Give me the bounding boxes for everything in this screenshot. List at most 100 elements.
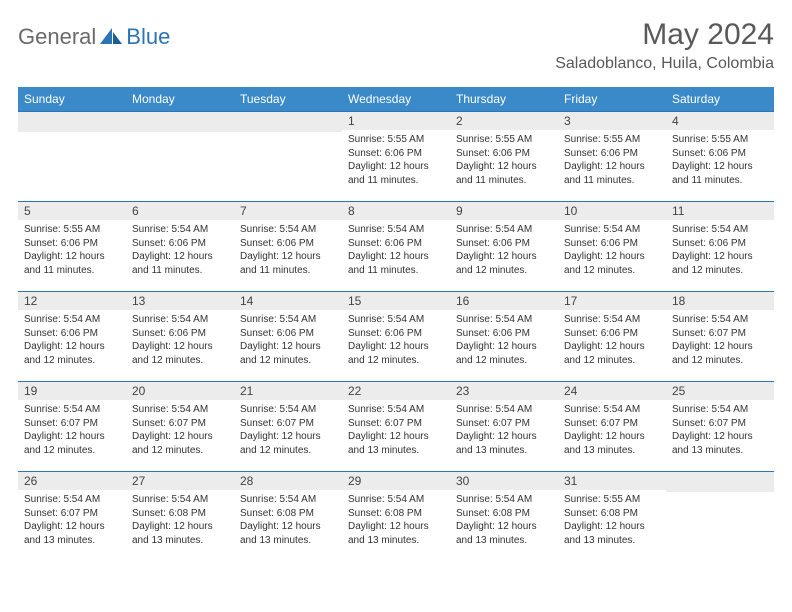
day-content: Sunrise: 5:55 AMSunset: 6:06 PMDaylight:… [666,130,774,191]
day-content: Sunrise: 5:54 AMSunset: 6:06 PMDaylight:… [234,310,342,371]
sunrise-text: Sunrise: 5:55 AM [456,133,552,147]
day-content: Sunrise: 5:54 AMSunset: 6:07 PMDaylight:… [234,400,342,461]
daylight-text: Daylight: 12 hours and 12 minutes. [240,340,336,367]
sunset-text: Sunset: 6:07 PM [564,417,660,431]
day-number: 18 [666,291,774,310]
day-number: 13 [126,291,234,310]
day-number: 5 [18,201,126,220]
calendar-day-cell: 4Sunrise: 5:55 AMSunset: 6:06 PMDaylight… [666,111,774,201]
sunrise-text: Sunrise: 5:54 AM [132,313,228,327]
calendar-day-cell: 16Sunrise: 5:54 AMSunset: 6:06 PMDayligh… [450,291,558,381]
day-number: 6 [126,201,234,220]
sunrise-text: Sunrise: 5:54 AM [240,403,336,417]
day-number [234,111,342,132]
sunset-text: Sunset: 6:06 PM [456,237,552,251]
day-number: 30 [450,471,558,490]
sunrise-text: Sunrise: 5:54 AM [132,493,228,507]
daylight-text: Daylight: 12 hours and 12 minutes. [456,250,552,277]
sunrise-text: Sunrise: 5:54 AM [240,223,336,237]
day-content: Sunrise: 5:54 AMSunset: 6:06 PMDaylight:… [342,220,450,281]
day-content: Sunrise: 5:54 AMSunset: 6:07 PMDaylight:… [666,310,774,371]
day-number: 25 [666,381,774,400]
day-number: 14 [234,291,342,310]
daylight-text: Daylight: 12 hours and 13 minutes. [564,430,660,457]
calendar-day-cell [18,111,126,201]
day-content: Sunrise: 5:54 AMSunset: 6:08 PMDaylight:… [234,490,342,551]
calendar-week-row: 1Sunrise: 5:55 AMSunset: 6:06 PMDaylight… [18,111,774,201]
day-number [126,111,234,132]
day-content [18,132,126,139]
weekday-header: Thursday [450,87,558,111]
daylight-text: Daylight: 12 hours and 12 minutes. [564,340,660,367]
sunset-text: Sunset: 6:06 PM [564,237,660,251]
calendar-day-cell: 10Sunrise: 5:54 AMSunset: 6:06 PMDayligh… [558,201,666,291]
brand-text-general: General [18,24,96,50]
calendar-day-cell: 15Sunrise: 5:54 AMSunset: 6:06 PMDayligh… [342,291,450,381]
sunset-text: Sunset: 6:06 PM [672,237,768,251]
calendar-week-row: 19Sunrise: 5:54 AMSunset: 6:07 PMDayligh… [18,381,774,471]
day-content: Sunrise: 5:54 AMSunset: 6:07 PMDaylight:… [450,400,558,461]
weekday-header: Wednesday [342,87,450,111]
day-content: Sunrise: 5:55 AMSunset: 6:08 PMDaylight:… [558,490,666,551]
daylight-text: Daylight: 12 hours and 12 minutes. [456,340,552,367]
daylight-text: Daylight: 12 hours and 12 minutes. [348,340,444,367]
sunset-text: Sunset: 6:07 PM [132,417,228,431]
day-number: 23 [450,381,558,400]
day-number: 7 [234,201,342,220]
sunrise-text: Sunrise: 5:54 AM [564,223,660,237]
day-content: Sunrise: 5:54 AMSunset: 6:06 PMDaylight:… [342,310,450,371]
day-number: 27 [126,471,234,490]
sunset-text: Sunset: 6:06 PM [564,147,660,161]
brand-logo: General Blue [18,18,170,50]
calendar-day-cell: 29Sunrise: 5:54 AMSunset: 6:08 PMDayligh… [342,471,450,561]
weekday-header: Tuesday [234,87,342,111]
daylight-text: Daylight: 12 hours and 13 minutes. [132,520,228,547]
day-content: Sunrise: 5:55 AMSunset: 6:06 PMDaylight:… [558,130,666,191]
calendar-day-cell: 1Sunrise: 5:55 AMSunset: 6:06 PMDaylight… [342,111,450,201]
sunset-text: Sunset: 6:06 PM [132,327,228,341]
day-number: 9 [450,201,558,220]
day-content: Sunrise: 5:54 AMSunset: 6:06 PMDaylight:… [234,220,342,281]
calendar-day-cell: 20Sunrise: 5:54 AMSunset: 6:07 PMDayligh… [126,381,234,471]
calendar-day-cell: 30Sunrise: 5:54 AMSunset: 6:08 PMDayligh… [450,471,558,561]
calendar-day-cell: 28Sunrise: 5:54 AMSunset: 6:08 PMDayligh… [234,471,342,561]
daylight-text: Daylight: 12 hours and 11 minutes. [132,250,228,277]
calendar-day-cell [666,471,774,561]
day-number: 10 [558,201,666,220]
calendar-day-cell: 21Sunrise: 5:54 AMSunset: 6:07 PMDayligh… [234,381,342,471]
calendar-body: 1Sunrise: 5:55 AMSunset: 6:06 PMDaylight… [18,111,774,561]
sunset-text: Sunset: 6:06 PM [672,147,768,161]
sunset-text: Sunset: 6:06 PM [564,327,660,341]
calendar-day-cell: 23Sunrise: 5:54 AMSunset: 6:07 PMDayligh… [450,381,558,471]
day-number: 21 [234,381,342,400]
day-number: 4 [666,111,774,130]
sunrise-text: Sunrise: 5:54 AM [348,313,444,327]
day-number: 24 [558,381,666,400]
sunrise-text: Sunrise: 5:54 AM [348,403,444,417]
day-number: 15 [342,291,450,310]
calendar-day-cell: 19Sunrise: 5:54 AMSunset: 6:07 PMDayligh… [18,381,126,471]
sunrise-text: Sunrise: 5:54 AM [672,403,768,417]
sunrise-text: Sunrise: 5:55 AM [564,493,660,507]
sunrise-text: Sunrise: 5:54 AM [24,313,120,327]
day-content: Sunrise: 5:55 AMSunset: 6:06 PMDaylight:… [18,220,126,281]
sunset-text: Sunset: 6:07 PM [24,507,120,521]
daylight-text: Daylight: 12 hours and 12 minutes. [132,430,228,457]
daylight-text: Daylight: 12 hours and 13 minutes. [564,520,660,547]
calendar-week-row: 12Sunrise: 5:54 AMSunset: 6:06 PMDayligh… [18,291,774,381]
day-number: 19 [18,381,126,400]
day-number: 8 [342,201,450,220]
daylight-text: Daylight: 12 hours and 12 minutes. [672,340,768,367]
day-content: Sunrise: 5:54 AMSunset: 6:06 PMDaylight:… [558,220,666,281]
sunrise-text: Sunrise: 5:54 AM [564,403,660,417]
calendar-day-cell: 11Sunrise: 5:54 AMSunset: 6:06 PMDayligh… [666,201,774,291]
daylight-text: Daylight: 12 hours and 11 minutes. [348,160,444,187]
day-content: Sunrise: 5:54 AMSunset: 6:08 PMDaylight:… [126,490,234,551]
daylight-text: Daylight: 12 hours and 11 minutes. [672,160,768,187]
calendar-day-cell [234,111,342,201]
sunrise-text: Sunrise: 5:54 AM [672,223,768,237]
sunrise-text: Sunrise: 5:55 AM [348,133,444,147]
daylight-text: Daylight: 12 hours and 11 minutes. [456,160,552,187]
daylight-text: Daylight: 12 hours and 13 minutes. [456,520,552,547]
sunrise-text: Sunrise: 5:54 AM [240,313,336,327]
